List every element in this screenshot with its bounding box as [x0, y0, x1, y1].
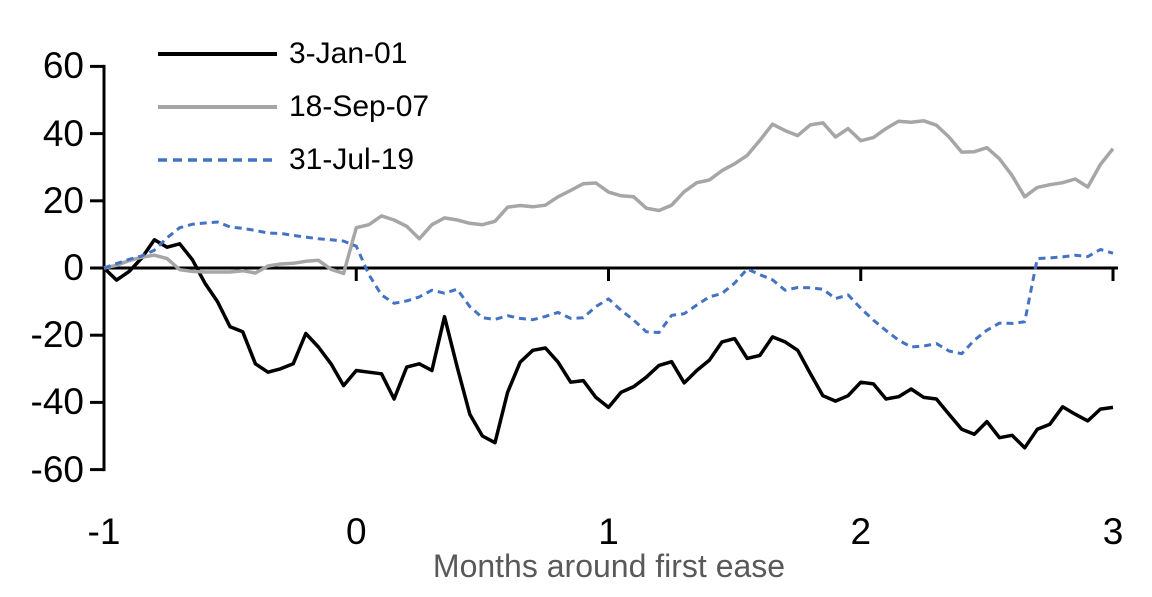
series-line-3-Jan-01 [102, 238, 1114, 450]
legend-label: 31-Jul-19 [289, 142, 415, 176]
x-tick-label: -1 [87, 511, 121, 552]
legend-label: 3-Jan-01 [289, 36, 408, 70]
y-tick-label: -60 [30, 448, 84, 490]
y-tick-label: -40 [30, 381, 84, 423]
legend-swatch-line [158, 157, 277, 162]
legend-item: 3-Jan-01 [158, 27, 429, 80]
x-tick-label: 1 [598, 511, 619, 552]
y-tick-label: 20 [42, 179, 84, 221]
legend-swatch-line [158, 51, 277, 56]
y-tick-label: 60 [42, 45, 84, 87]
x-tick-label: 2 [850, 511, 872, 552]
x-axis-title: Months around first ease [432, 548, 786, 584]
x-tick-label: 0 [345, 511, 367, 552]
series-line-31-Jul-19 [103, 220, 1114, 356]
legend-swatch-line [158, 104, 277, 109]
legend-item: 18-Sep-07 [158, 80, 429, 133]
legend-label: 18-Sep-07 [289, 89, 430, 123]
y-tick-label: -20 [30, 314, 84, 356]
y-tick-label: 40 [42, 112, 84, 154]
legend: 3-Jan-01 18-Sep-07 31-Jul-19 [158, 27, 429, 186]
series-line-18-Sep-07 [103, 119, 1115, 276]
x-tick-label: 3 [1102, 511, 1124, 552]
y-tick-label: 0 [63, 247, 84, 288]
legend-item: 31-Jul-19 [158, 133, 429, 186]
